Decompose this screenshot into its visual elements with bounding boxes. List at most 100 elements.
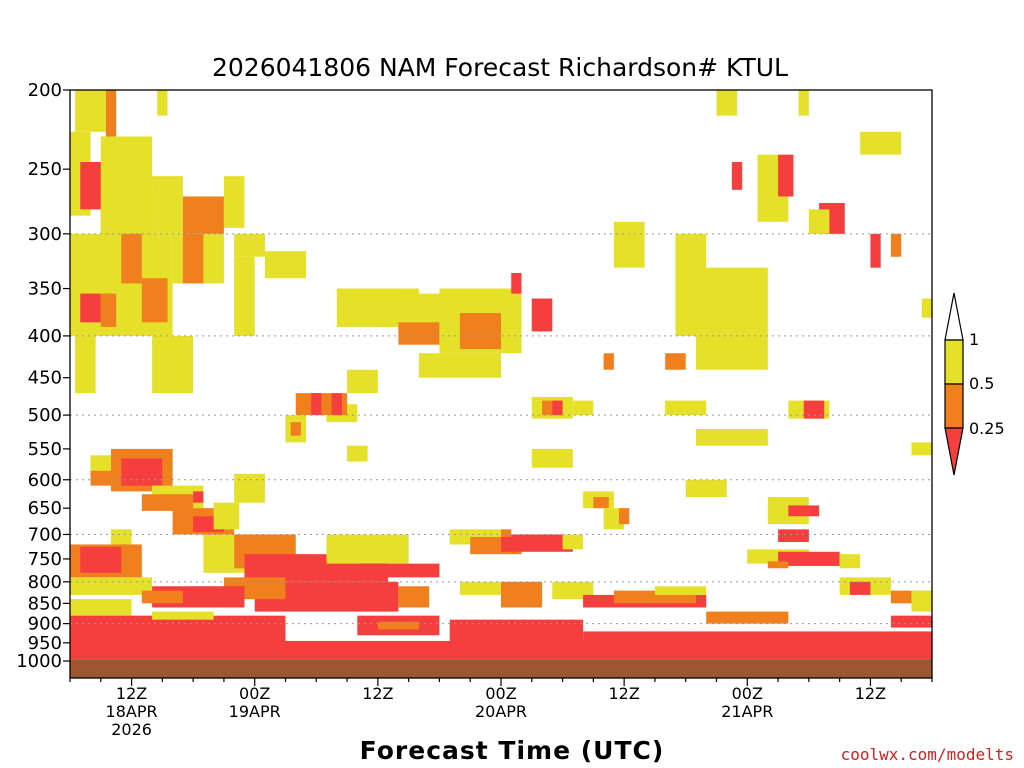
ri-cell-mid xyxy=(501,581,543,608)
ri-cell-high xyxy=(234,233,265,257)
x-tick-label: 00Z xyxy=(485,684,516,703)
y-tick-label: 700 xyxy=(28,524,62,545)
ri-cell-low xyxy=(552,400,563,416)
ri-cell-low xyxy=(870,233,881,268)
ri-cell-high xyxy=(75,90,106,132)
ri-cell-high xyxy=(695,428,768,446)
ri-cell-high xyxy=(418,353,501,378)
ri-cell-high xyxy=(562,534,584,550)
ri-cell-low xyxy=(331,393,342,416)
ri-cell-low xyxy=(531,298,553,332)
ri-cell-mid xyxy=(767,561,789,569)
ri-cell-low xyxy=(731,161,743,190)
heatmap-cells xyxy=(70,90,932,660)
ri-cell-low xyxy=(70,640,932,660)
ri-cell-high xyxy=(152,335,194,394)
y-tick-label: 200 xyxy=(28,80,62,101)
ri-cell-mid xyxy=(593,497,609,509)
ri-cell-high xyxy=(459,581,501,595)
x-tick-label: 2026 xyxy=(111,720,152,739)
ri-cell-high xyxy=(70,599,132,616)
ri-cell-high xyxy=(234,256,255,336)
ri-cell-mid xyxy=(398,586,430,608)
ri-cell-mid xyxy=(100,293,117,327)
y-tick-label: 350 xyxy=(28,279,62,300)
x-tick-label: 21APR xyxy=(721,702,773,721)
ri-cell-high xyxy=(716,90,738,116)
ri-cell-mid xyxy=(290,422,301,436)
ri-cell-high xyxy=(613,221,645,268)
ri-cell-mid xyxy=(706,611,789,624)
ri-cell-low xyxy=(778,154,794,197)
ri-cell-low xyxy=(193,491,204,503)
ri-cell-high xyxy=(921,298,932,318)
ri-cell-mid xyxy=(141,590,183,604)
ri-cell-low xyxy=(890,615,932,628)
plot-area xyxy=(69,89,933,679)
colorbar-bin-mid xyxy=(944,383,964,429)
ri-cell-high xyxy=(75,335,96,394)
ri-cell-low xyxy=(849,581,871,595)
y-tick-label: 500 xyxy=(28,405,62,426)
ri-cell-high xyxy=(213,502,240,530)
ri-cell-low xyxy=(80,293,101,323)
y-tick-label: 950 xyxy=(28,633,62,654)
ri-cell-high xyxy=(70,577,153,595)
ri-cell-mid xyxy=(619,508,630,525)
ri-cell-low xyxy=(501,534,573,552)
ri-cell-low xyxy=(311,393,322,416)
ri-cell-high xyxy=(839,554,861,569)
x-tick-label: 20APR xyxy=(475,702,527,721)
ri-cell-high xyxy=(911,442,932,456)
colorbar-bin-high xyxy=(944,339,964,385)
colorbar-label-1: 1 xyxy=(969,330,979,349)
ri-cell-mid xyxy=(459,313,501,349)
ri-cell-mid xyxy=(90,470,112,486)
y-tick-label: 550 xyxy=(28,439,62,460)
y-tick-label: 900 xyxy=(28,614,62,635)
ri-cell-high xyxy=(531,448,573,468)
x-tick-label: 12Z xyxy=(608,684,639,703)
ri-cell-high xyxy=(223,176,245,228)
ri-cell-high xyxy=(798,90,809,116)
ri-cell-low xyxy=(778,529,809,542)
colorbar-top-arrow xyxy=(944,292,964,341)
ri-cell-high xyxy=(347,445,368,462)
ri-cell-low xyxy=(357,563,440,578)
ri-cell-low xyxy=(778,551,840,566)
ri-cell-high xyxy=(654,586,707,595)
chart-title: 2026041806 NAM Forecast Richardson# KTUL xyxy=(212,53,788,82)
ri-cell-mid xyxy=(665,353,686,370)
x-tick-label: 19APR xyxy=(229,702,281,721)
ri-cell-mid xyxy=(182,196,224,234)
colorbar-bottom-arrow xyxy=(944,427,964,476)
y-tick-label: 450 xyxy=(28,368,62,389)
ri-cell-high xyxy=(665,400,707,416)
ground-fill xyxy=(70,659,932,678)
ri-cell-mid xyxy=(121,233,142,284)
y-tick-label: 850 xyxy=(28,593,62,614)
ri-cell-high xyxy=(572,400,594,416)
ri-cell-high xyxy=(347,369,378,394)
ri-cell-mid xyxy=(603,353,614,370)
y-tick-label: 250 xyxy=(28,159,62,180)
ri-cell-high xyxy=(808,209,830,234)
y-axis: 200 250 300 350 400 450 500 550 600 650 700 7508008… xyxy=(16,80,70,672)
colorbar-legend: 1 0.5 0.25 xyxy=(944,292,1005,476)
ri-cell-high xyxy=(234,473,265,503)
x-tick-label: 00Z xyxy=(239,684,270,703)
ri-cell-high xyxy=(264,251,307,279)
x-axis-label: Forecast Time (UTC) xyxy=(360,736,665,765)
y-tick-label: 1000 xyxy=(16,651,62,672)
ri-cell-high xyxy=(326,534,409,564)
ri-cell-high xyxy=(111,529,132,550)
ri-cell-high xyxy=(152,611,214,620)
ri-cell-high xyxy=(100,136,153,234)
ri-cell-mid xyxy=(398,322,440,345)
ri-cell-mid xyxy=(105,90,117,148)
ri-cell-high xyxy=(685,479,727,498)
ri-cell-high xyxy=(152,176,183,234)
ri-cell-high xyxy=(860,131,902,155)
